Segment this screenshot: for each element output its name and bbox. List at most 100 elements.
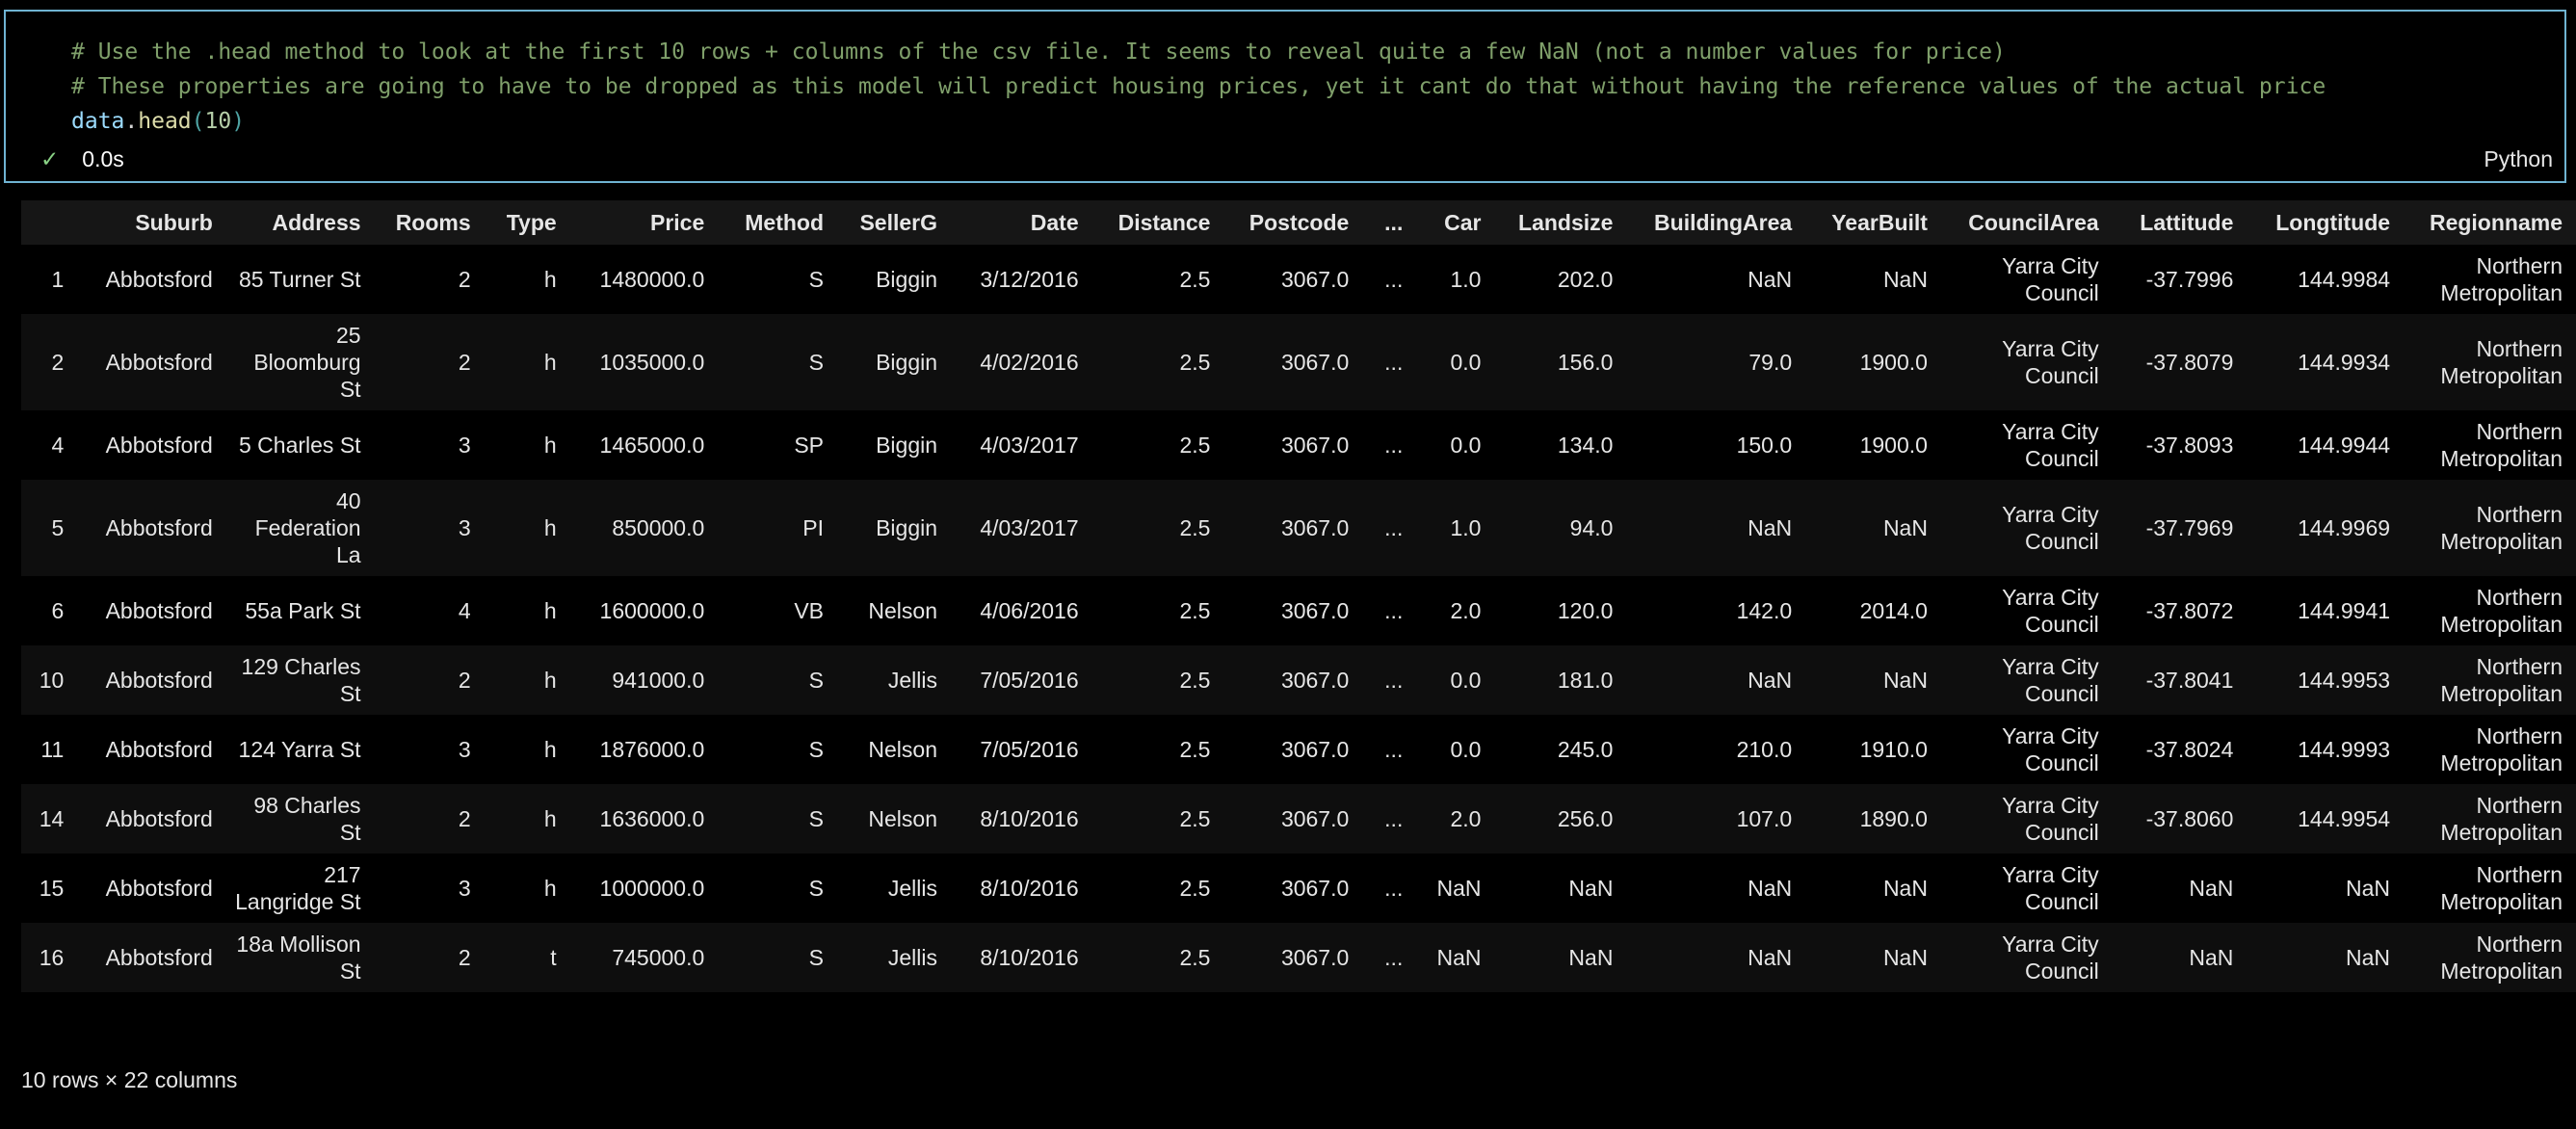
column-header	[21, 200, 76, 245]
table-cell: 144.9944	[2298, 433, 2391, 458]
table-cell: 7/05/2016	[980, 737, 1079, 762]
table-cell: 2.5	[1179, 876, 1211, 901]
table-cell: 2.0	[1450, 806, 1482, 831]
table-cell: 134.0	[1557, 433, 1614, 458]
table-cell: NaN	[1882, 668, 1928, 693]
language-selector[interactable]: Python	[2484, 146, 2553, 171]
table-cell: 144.9993	[2298, 737, 2391, 762]
table-cell: 79.0	[1748, 350, 1793, 375]
table-cell: h	[543, 668, 557, 693]
row-index: 2	[51, 350, 65, 375]
table-cell: Nelson	[868, 806, 938, 831]
table-cell: -37.8079	[2145, 350, 2234, 375]
table-cell: VB	[794, 598, 825, 623]
code-cell[interactable]: # Use the .head method to look at the fi…	[4, 10, 2566, 183]
table-cell: Biggin	[876, 350, 938, 375]
table-cell: Yarra City Council	[2002, 419, 2099, 471]
code-dot: .	[124, 109, 139, 134]
code-paren-close: )	[231, 109, 246, 134]
table-cell: -37.8024	[2145, 737, 2234, 762]
table-cell: 144.9934	[2298, 350, 2391, 375]
table-cell: ...	[1384, 945, 1404, 970]
table-cell: 7/05/2016	[980, 668, 1079, 693]
column-header: Regionname	[2404, 200, 2576, 245]
table-cell: Yarra City Council	[2002, 502, 2099, 554]
table-cell: Abbotsford	[105, 267, 213, 292]
table-cell: ...	[1384, 598, 1404, 623]
table-cell: 144.9953	[2298, 668, 2391, 693]
table-cell: Northern Metropolitan	[2440, 932, 2563, 984]
table-cell: 3067.0	[1280, 433, 1350, 458]
dataframe-shape: 10 rows × 22 columns	[21, 1067, 238, 1092]
table-cell: Northern Metropolitan	[2440, 862, 2563, 914]
table-cell: Abbotsford	[105, 806, 213, 831]
table-cell: S	[808, 737, 825, 762]
table-cell: NaN	[1882, 876, 1928, 901]
table-cell: 3067.0	[1280, 515, 1350, 540]
table-row: 6 Abbotsford 55a Park St 4 h 1600000.0 VB Nelso…	[21, 576, 2576, 645]
column-header: SellerG	[837, 200, 952, 245]
column-header: YearBuilt	[1805, 200, 1941, 245]
table-cell: -37.8072	[2145, 598, 2234, 623]
table-cell: PI	[802, 515, 825, 540]
column-header: Car	[1416, 200, 1495, 245]
table-cell: 55a Park St	[245, 598, 361, 623]
table-row: 16 Abbotsford 18a Mollison St 2 t 745000.0 S Je…	[21, 923, 2576, 992]
table-row: 4 Abbotsford 5 Charles St 3 h 1465000.0 SP Bigg…	[21, 410, 2576, 480]
row-index: 11	[40, 737, 65, 762]
table-cell: 2.5	[1179, 945, 1211, 970]
table-cell: 745000.0	[612, 945, 705, 970]
table-cell: ...	[1384, 433, 1404, 458]
table-cell: NaN	[1568, 945, 1614, 970]
table-cell: NaN	[1882, 515, 1928, 540]
table-cell: Northern Metropolitan	[2440, 336, 2563, 388]
execution-time: 0.0s	[82, 146, 124, 171]
table-cell: 4/03/2017	[980, 515, 1079, 540]
table-cell: 3	[458, 876, 471, 901]
table-cell: NaN	[1748, 945, 1793, 970]
table-cell: 210.0	[1736, 737, 1793, 762]
table-cell: 217 Langridge St	[235, 862, 361, 914]
row-index: 16	[39, 945, 65, 970]
table-cell: 3067.0	[1280, 945, 1350, 970]
table-cell: 245.0	[1557, 737, 1614, 762]
table-cell: 2.5	[1179, 598, 1211, 623]
table-cell: NaN	[1882, 945, 1928, 970]
table-row: 5 Abbotsford 40 Federation La 3 h 850000.0 PI B…	[21, 480, 2576, 576]
table-cell: Yarra City Council	[2002, 793, 2099, 845]
table-cell: Abbotsford	[105, 668, 213, 693]
row-index: 6	[51, 598, 65, 623]
table-cell: 144.9984	[2298, 267, 2391, 292]
table-row: 11 Abbotsford 124 Yarra St 3 h 1876000.0 S Nels…	[21, 715, 2576, 784]
table-cell: 2.5	[1179, 515, 1211, 540]
table-cell: S	[808, 876, 825, 901]
column-header: Postcode	[1223, 200, 1363, 245]
table-cell: Abbotsford	[105, 737, 213, 762]
table-cell: t	[550, 945, 557, 970]
table-cell: 0.0	[1450, 350, 1482, 375]
table-cell: Yarra City Council	[2002, 585, 2099, 637]
code-paren-open: (	[191, 109, 205, 134]
table-cell: 2	[458, 267, 471, 292]
column-header: Landsize	[1494, 200, 1627, 245]
table-cell: Biggin	[876, 267, 938, 292]
table-cell: 850000.0	[612, 515, 705, 540]
check-icon: ✓	[40, 146, 60, 171]
table-cell: Northern Metropolitan	[2440, 253, 2563, 305]
table-cell: 2.5	[1179, 350, 1211, 375]
table-cell: 941000.0	[612, 668, 705, 693]
table-cell: Yarra City Council	[2002, 336, 2099, 388]
table-cell: NaN	[2346, 945, 2391, 970]
table-cell: Yarra City Council	[2002, 932, 2099, 984]
table-cell: 3067.0	[1280, 598, 1350, 623]
table-cell: 1600000.0	[599, 598, 705, 623]
row-index: 5	[51, 515, 65, 540]
table-cell: 2.5	[1179, 668, 1211, 693]
table-cell: 1910.0	[1859, 737, 1928, 762]
table-cell: 8/10/2016	[980, 945, 1079, 970]
table-cell: ...	[1384, 876, 1404, 901]
code-editor[interactable]: # Use the .head method to look at the fi…	[71, 35, 2326, 139]
table-cell: 0.0	[1450, 433, 1482, 458]
row-index: 15	[39, 876, 65, 901]
table-cell: h	[543, 267, 557, 292]
